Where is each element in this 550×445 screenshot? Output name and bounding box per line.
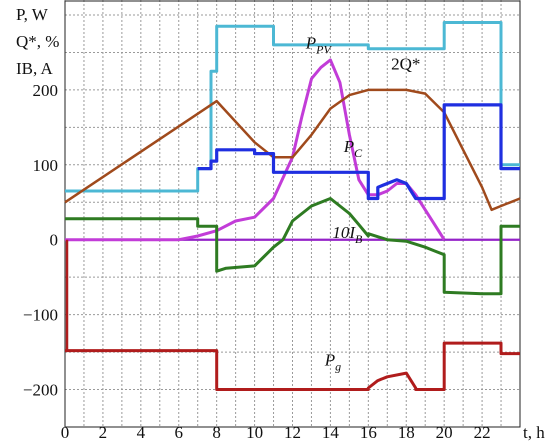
annotation-label: PLC	[352, 0, 379, 2]
annotation-label: PC	[343, 137, 363, 160]
series-line-pg	[65, 341, 520, 391]
y-axis-label-line: Q*, %	[16, 32, 59, 51]
x-tick-label: 18	[398, 423, 415, 442]
x-axis-ticks: 0 2 4 6 8 10 12 14 16 18 20 22	[61, 423, 491, 442]
annotation-label: Pg	[324, 351, 341, 374]
y-axis-label-line: P, W	[16, 5, 49, 24]
series-line-ib	[65, 197, 520, 296]
x-tick-label: 6	[175, 423, 184, 442]
annotation-label: 2Q*	[391, 55, 420, 74]
annotation-subscript: PV	[315, 43, 332, 57]
x-tick-label: 0	[61, 423, 70, 442]
x-tick-label: 2	[99, 423, 108, 442]
y-tick-label: 200	[33, 81, 59, 100]
annotation-subscript: g	[335, 360, 341, 374]
annotation-main: P	[343, 137, 354, 156]
plot-frame	[64, 0, 521, 428]
y-axis-label: P, W Q*, % IB, A	[16, 5, 59, 78]
annotation-label: 10IB	[332, 223, 363, 246]
y-tick-label: −200	[23, 381, 58, 400]
y-tick-label: −100	[23, 306, 58, 325]
x-tick-label: 14	[322, 423, 340, 442]
x-tick-label: 8	[212, 423, 221, 442]
x-tick-label: 10	[246, 423, 263, 442]
x-tick-label: 16	[360, 423, 377, 442]
annotation-main: 2Q*	[391, 55, 420, 74]
y-axis-ticks: −200 −100 0 100 200	[23, 81, 58, 400]
y-tick-label: 100	[33, 156, 59, 175]
annotation-label: PPV	[305, 34, 333, 57]
series-layer	[64, 21, 521, 391]
x-tick-label: 4	[137, 423, 146, 442]
x-axis-label: t, h	[523, 423, 545, 442]
x-tick-label: 20	[436, 423, 453, 442]
x-tick-label: 22	[474, 423, 491, 442]
annotation-subscript: C	[354, 146, 363, 160]
annotation-subscript: LC	[363, 0, 380, 2]
annotation-subscript: B	[355, 232, 363, 246]
grid	[64, 0, 521, 428]
series-line-pc	[197, 103, 520, 201]
y-tick-label: 0	[50, 231, 59, 250]
annotation-main: 10I	[332, 223, 356, 242]
x-tick-label: 12	[284, 423, 301, 442]
annotation-main: P	[324, 351, 335, 370]
y-axis-label-line: IB, A	[16, 59, 54, 78]
annotation-main: P	[305, 34, 316, 53]
